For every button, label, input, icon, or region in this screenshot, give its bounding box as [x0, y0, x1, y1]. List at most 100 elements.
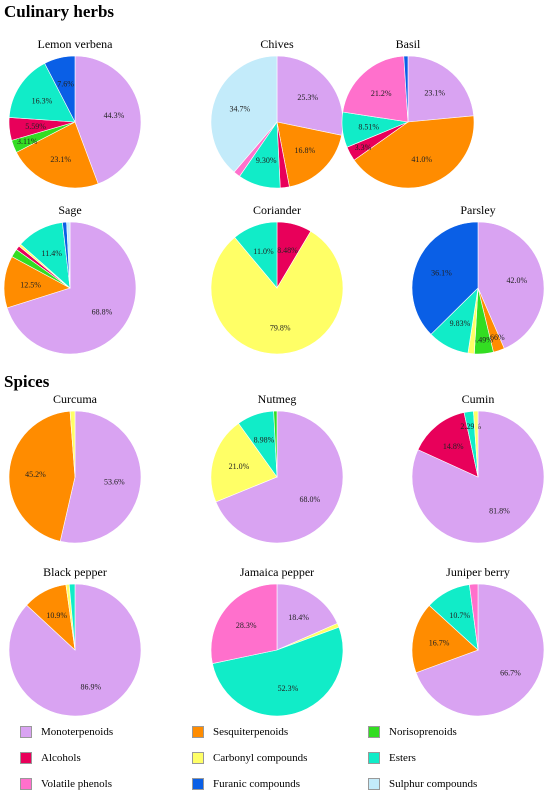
- pie-title: Curcuma: [53, 392, 98, 406]
- slice-data-label: 68.8%: [92, 307, 113, 316]
- pie-title: Lemon verbena: [38, 37, 114, 51]
- slice-data-label: 44.3%: [104, 111, 125, 120]
- legend-label: Volatile phenols: [41, 778, 112, 790]
- pie-slice-carbonyl-compounds: [473, 410, 479, 478]
- slice-data-label: 2.66%: [484, 333, 505, 342]
- slice-data-label: 18.4%: [288, 613, 309, 622]
- slice-data-label: 23.1%: [424, 89, 445, 98]
- slice-data-label: 5.59%: [25, 122, 46, 131]
- pie-slice-sulphur-compounds: [66, 221, 71, 289]
- slice-data-label: 41.0%: [411, 155, 432, 164]
- slice-data-label: 8.48%: [277, 246, 298, 255]
- pie-slice-volatile-phenols: [342, 55, 409, 123]
- pie-title: Juniper berry: [446, 565, 510, 579]
- legend-swatch: [192, 726, 204, 738]
- slice-data-label: 36.1%: [431, 269, 452, 278]
- pie-slice-monoterpenoids: [477, 221, 545, 349]
- pie-title: Nutmeg: [258, 392, 297, 406]
- slice-data-label: 14.8%: [443, 442, 464, 451]
- slice-data-label: 3.11%: [17, 137, 38, 146]
- pie-slice-carbonyl-compounds: [210, 422, 278, 503]
- pie-charts-grid: Lemon verbena 44.3% 23.1% 3.11% 5.59% 16.3% 7.…: [3, 37, 545, 717]
- pie-slice-esters: [234, 221, 278, 289]
- slice-data-label: 86.9%: [81, 682, 102, 691]
- pie-slice-sulphur-compounds: [210, 55, 278, 173]
- legend-item-esters: Esters: [368, 752, 416, 764]
- legend-swatch: [20, 778, 32, 790]
- pie-title: Coriander: [253, 203, 301, 217]
- legend-swatch: [192, 752, 204, 764]
- legend-swatch: [368, 752, 380, 764]
- pie-slice-sesquiterpenoids: [276, 121, 342, 188]
- slice-data-label: 68.0%: [300, 495, 321, 504]
- pie-sage: Sage 68.8% 12.5% 11.4%: [3, 203, 137, 355]
- pie-title: Jamaica pepper: [240, 565, 314, 579]
- pie-slice-monoterpenoids: [407, 55, 475, 123]
- legend-item-furanic-compounds: Furanic compounds: [192, 778, 300, 790]
- legend-swatch: [20, 752, 32, 764]
- slice-data-label: 9.83%: [450, 319, 471, 328]
- pie-jamaica-pepper: Jamaica pepper 18.4% 52.3% 28.3%: [210, 565, 344, 717]
- pie-slice-furanic-compounds: [411, 221, 479, 335]
- slice-data-label: 2.29%: [460, 422, 481, 431]
- slice-data-label: 52.3%: [278, 684, 299, 693]
- pie-black-pepper: Black pepper 86.9% 10.9%: [8, 565, 142, 717]
- pie-slice-sesquiterpenoids: [353, 115, 475, 189]
- pie-cumin: Cumin 81.8% 14.8% 2.29%: [411, 392, 545, 544]
- pie-curcuma: Curcuma 53.6% 45.2%: [8, 392, 142, 544]
- slice-data-label: 7.6%: [57, 80, 74, 89]
- slice-data-label: 25.3%: [297, 93, 318, 102]
- slice-data-label: 10.9%: [46, 611, 67, 620]
- pie-slice-monoterpenoids: [6, 221, 137, 355]
- section-title-culinary-herbs: Culinary herbs: [4, 2, 115, 21]
- pie-basil: Basil 23.1% 41.0% 3.3% 8.51% 21.2%: [341, 37, 475, 189]
- pie-slice-carbonyl-compounds: [69, 410, 76, 478]
- slice-data-label: 9.30%: [256, 156, 277, 165]
- slice-data-label: 21.2%: [371, 89, 392, 98]
- legend-item-monoterpenoids: Monoterpenoids: [20, 726, 113, 738]
- slice-data-label: 16.8%: [294, 146, 315, 155]
- legend: Monoterpenoids Sesquiterpenoids Norisopr…: [0, 720, 550, 798]
- legend-label: Carbonyl compounds: [213, 752, 308, 764]
- pie-slice-volatile-phenols: [469, 583, 479, 651]
- pie-slice-esters: [8, 62, 76, 123]
- pie-nutmeg: Nutmeg 68.0% 21.0% 8.98%: [210, 392, 344, 544]
- pie-title: Chives: [260, 37, 294, 51]
- pie-chives: Chives 25.3% 16.8% 9.30% 34.7%: [210, 37, 344, 189]
- pie-title: Sage: [58, 203, 81, 217]
- legend-swatch: [368, 778, 380, 790]
- legend-label: Alcohols: [41, 752, 81, 764]
- pie-title: Parsley: [460, 203, 495, 217]
- pie-slice-sesquiterpenoids: [15, 121, 99, 189]
- pie-slice-carbonyl-compounds: [210, 230, 344, 355]
- legend-label: Esters: [389, 752, 416, 764]
- legend-item-sulphur-compounds: Sulphur compounds: [368, 778, 477, 790]
- pie-slice-monoterpenoids: [276, 583, 338, 651]
- pie-slice-esters: [68, 583, 76, 651]
- slice-data-label: 42.0%: [506, 276, 527, 285]
- legend-item-norisoprenoids: Norisoprenoids: [368, 726, 457, 738]
- pie-title: Cumin: [462, 392, 495, 406]
- legend-item-carbonyl-compounds: Carbonyl compounds: [192, 752, 307, 764]
- pie-slice-monoterpenoids: [415, 583, 545, 717]
- legend-label: Monoterpenoids: [41, 726, 114, 738]
- pie-slice-alcohols: [417, 412, 479, 478]
- legend-label: Furanic compounds: [213, 778, 301, 790]
- pie-title: Basil: [396, 37, 421, 51]
- slice-data-label: 8.51%: [358, 123, 379, 132]
- legend-label: Norisoprenoids: [389, 726, 457, 738]
- legend-swatch: [368, 726, 380, 738]
- slice-data-label: 16.3%: [32, 96, 53, 105]
- slice-data-label: 10.7%: [449, 611, 470, 620]
- slice-data-label: 45.2%: [25, 470, 46, 479]
- legend-item-volatile-phenols: Volatile phenols: [20, 778, 112, 790]
- section-title-spices: Spices: [4, 372, 50, 391]
- pie-slice-norisoprenoids: [273, 410, 278, 478]
- slice-data-label: 4.49%: [472, 335, 493, 344]
- slice-data-label: 3.3%: [355, 143, 372, 152]
- slice-data-label: 16.7%: [429, 638, 450, 647]
- pie-slice-volatile-phenols: [210, 583, 278, 664]
- slice-data-label: 34.7%: [230, 104, 251, 113]
- slice-data-label: 21.0%: [229, 462, 250, 471]
- pie-slice-furanic-compounds: [403, 55, 409, 123]
